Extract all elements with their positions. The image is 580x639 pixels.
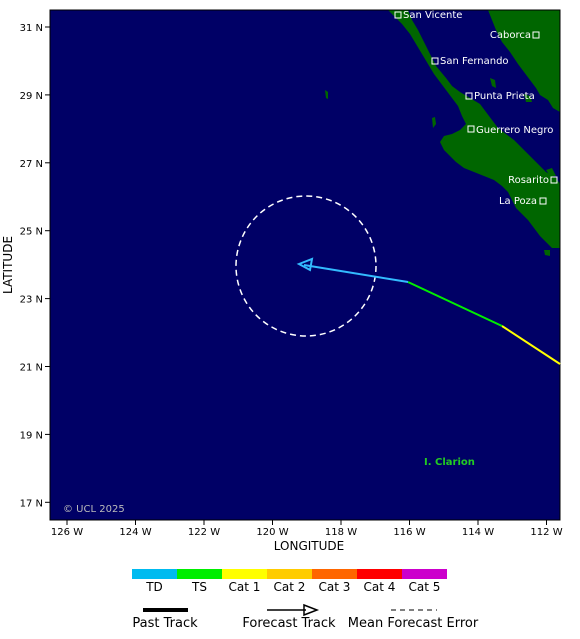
legend-swatch-label: Cat 3 [319, 580, 351, 594]
latitude-tick-label: 27 N [20, 159, 43, 170]
city-la-poza: La Poza [499, 196, 547, 207]
longitude-tick-label: 126 W [51, 527, 83, 538]
city-label: Guerrero Negro [476, 125, 553, 136]
island-tiburon [524, 94, 532, 102]
latitude-tick-label: 21 N [20, 363, 43, 374]
longitude-tick-label: 122 W [188, 527, 220, 538]
x-axis-title: LONGITUDE [274, 539, 344, 553]
island-cedros [432, 117, 436, 128]
storm-track [235, 195, 561, 365]
legend-swatch [132, 569, 177, 579]
longitude-tick-label: 120 W [256, 527, 288, 538]
city-label: San Fernando [440, 56, 509, 67]
longitude-tick-label: 112 W [530, 527, 562, 538]
track-legend: Past Track Forecast Track Mean Forecast … [132, 603, 479, 631]
city-marker-icon [550, 176, 558, 184]
legend-swatch-label: Cat 1 [229, 580, 261, 594]
mean-forecast-error-circle [235, 195, 377, 337]
past-track-segment-cat1 [501, 325, 561, 365]
city-marker-icon [394, 11, 402, 19]
city-caborca: Caborca [490, 30, 540, 41]
legend-swatch-label: Cat 4 [364, 580, 396, 594]
map-frame [49, 9, 561, 521]
latitude-axis: 31 N 29 N 27 N 25 N 23 N 21 N 19 N 17 N [20, 23, 50, 509]
city-label: Punta Prieta [474, 91, 535, 102]
longitude-tick-label: 114 W [462, 527, 494, 538]
city-label: La Poza [499, 196, 537, 207]
latitude-tick-label: 23 N [20, 295, 43, 306]
island-angel-de-la-guarda [490, 78, 496, 88]
latitude-tick-label: 19 N [20, 430, 43, 441]
island-clarion-label: I. Clarion [424, 457, 475, 468]
past-track-key-label: Past Track [132, 616, 198, 631]
city-label: San Vicente [403, 10, 462, 21]
city-san-vicente: San Vicente [394, 10, 462, 21]
legend-swatch [357, 569, 402, 579]
legend-swatch [267, 569, 312, 579]
city-rosarito: Rosarito [508, 175, 558, 186]
city-marker-icon [431, 57, 439, 65]
longitude-tick-label: 116 W [393, 527, 425, 538]
longitude-tick-label: 124 W [119, 527, 151, 538]
island-gulf-small-2 [544, 250, 550, 256]
longitude-tick-label: 118 W [325, 527, 357, 538]
city-label: Caborca [490, 30, 531, 41]
latitude-tick-label: 25 N [20, 227, 43, 238]
forecast-arrow-icon [296, 257, 314, 272]
legend-swatch [402, 569, 447, 579]
city-san-fernando: San Fernando [431, 56, 509, 67]
legend-swatch-label: Cat 5 [409, 580, 441, 594]
island-guadalupe [325, 90, 328, 99]
legend-swatch [312, 569, 357, 579]
city-marker-icon [467, 125, 475, 133]
legend-swatch-label: TD [145, 580, 163, 594]
copyright-label: © UCL 2025 [63, 504, 125, 515]
mainland-mexico [488, 10, 560, 112]
intensity-legend: TD TS Cat 1 Cat 2 Cat 3 Cat 4 Cat 5 [132, 569, 447, 594]
city-marker-icon [539, 197, 547, 205]
legend-swatch-label: Cat 2 [274, 580, 306, 594]
city-punta-prieta: Punta Prieta [465, 91, 535, 102]
city-marker-icon [465, 92, 473, 100]
forecast-track-key-label: Forecast Track [242, 616, 336, 631]
latitude-tick-label: 31 N [20, 23, 43, 34]
city-markers: San Vicente Caborca San Fernando Punta P… [394, 10, 558, 207]
forecast-arrow-key-icon [303, 603, 320, 617]
latitude-tick-label: 29 N [20, 91, 43, 102]
legend-swatch [222, 569, 267, 579]
y-axis-title: LATITUDE [1, 236, 15, 294]
mean-error-key-label: Mean Forecast Error [348, 616, 479, 631]
city-label: Rosarito [508, 175, 549, 186]
forecast-track-line [303, 264, 409, 283]
legend-swatch-label: TS [191, 580, 207, 594]
past-track-segment-ts [407, 281, 503, 327]
city-marker-icon [532, 31, 540, 39]
latitude-tick-label: 17 N [20, 498, 43, 509]
legend-swatch [177, 569, 222, 579]
city-guerrero-negro: Guerrero Negro [467, 125, 553, 136]
island-gulf-small [546, 168, 556, 176]
longitude-axis: 126 W 124 W 122 W 120 W 118 W 116 W 114 W 112 W [51, 520, 563, 538]
